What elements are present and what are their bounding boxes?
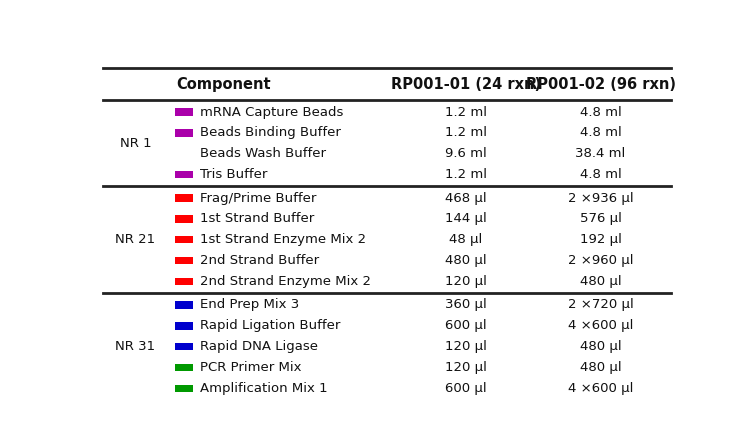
Text: 480 μl: 480 μl: [445, 254, 487, 267]
Text: Beads Wash Buffer: Beads Wash Buffer: [199, 147, 325, 160]
Text: 2nd Strand Enzyme Mix 2: 2nd Strand Enzyme Mix 2: [199, 275, 371, 288]
Text: 4.8 ml: 4.8 ml: [580, 126, 621, 139]
Text: 1st Strand Enzyme Mix 2: 1st Strand Enzyme Mix 2: [199, 233, 366, 246]
Text: NR 31: NR 31: [116, 340, 156, 353]
Text: 600 μl: 600 μl: [445, 319, 487, 332]
Bar: [175, 257, 193, 264]
Text: Tris Buffer: Tris Buffer: [199, 168, 267, 181]
Text: 480 μl: 480 μl: [580, 340, 621, 353]
Text: 2nd Strand Buffer: 2nd Strand Buffer: [199, 254, 319, 267]
Text: 192 μl: 192 μl: [580, 233, 621, 246]
Bar: [175, 322, 193, 330]
Text: PCR Primer Mix: PCR Primer Mix: [199, 361, 301, 374]
Text: Amplification Mix 1: Amplification Mix 1: [199, 382, 328, 395]
Text: Component: Component: [177, 77, 271, 92]
Bar: [175, 129, 193, 136]
Text: 468 μl: 468 μl: [445, 191, 487, 205]
Text: NR 1: NR 1: [119, 137, 151, 150]
Text: 4.8 ml: 4.8 ml: [580, 168, 621, 181]
Text: 1.2 ml: 1.2 ml: [445, 126, 487, 139]
Text: 576 μl: 576 μl: [580, 213, 621, 225]
Text: 1.2 ml: 1.2 ml: [445, 106, 487, 118]
Bar: [175, 108, 193, 116]
Text: 4 ×600 μl: 4 ×600 μl: [568, 319, 633, 332]
Text: 38.4 ml: 38.4 ml: [575, 147, 626, 160]
Text: 360 μl: 360 μl: [445, 298, 487, 312]
Text: Frag/Prime Buffer: Frag/Prime Buffer: [199, 191, 316, 205]
Text: 2 ×960 μl: 2 ×960 μl: [568, 254, 633, 267]
Text: 480 μl: 480 μl: [580, 275, 621, 288]
Bar: [175, 194, 193, 202]
Bar: [175, 236, 193, 243]
Bar: [175, 278, 193, 285]
Bar: [175, 171, 193, 178]
Text: 2 ×720 μl: 2 ×720 μl: [568, 298, 633, 312]
Text: RP001-01 (24 rxn): RP001-01 (24 rxn): [391, 77, 541, 92]
Text: 48 μl: 48 μl: [449, 233, 482, 246]
Text: 480 μl: 480 μl: [580, 361, 621, 374]
Text: RP001-02 (96 rxn): RP001-02 (96 rxn): [525, 77, 676, 92]
Text: Rapid Ligation Buffer: Rapid Ligation Buffer: [199, 319, 340, 332]
Text: 4.8 ml: 4.8 ml: [580, 106, 621, 118]
Text: 1.2 ml: 1.2 ml: [445, 168, 487, 181]
Text: 1st Strand Buffer: 1st Strand Buffer: [199, 213, 314, 225]
Text: Rapid DNA Ligase: Rapid DNA Ligase: [199, 340, 318, 353]
Text: 600 μl: 600 μl: [445, 382, 487, 395]
Text: 9.6 ml: 9.6 ml: [445, 147, 487, 160]
Text: Beads Binding Buffer: Beads Binding Buffer: [199, 126, 341, 139]
Text: 120 μl: 120 μl: [445, 275, 487, 288]
Bar: [175, 301, 193, 309]
Bar: [175, 343, 193, 350]
Text: 120 μl: 120 μl: [445, 361, 487, 374]
Bar: [175, 364, 193, 371]
Bar: [175, 385, 193, 392]
Text: 120 μl: 120 μl: [445, 340, 487, 353]
Text: NR 21: NR 21: [116, 233, 156, 246]
Text: mRNA Capture Beads: mRNA Capture Beads: [199, 106, 343, 118]
Text: 4 ×600 μl: 4 ×600 μl: [568, 382, 633, 395]
Text: 144 μl: 144 μl: [445, 213, 487, 225]
Text: End Prep Mix 3: End Prep Mix 3: [199, 298, 299, 312]
Text: 2 ×936 μl: 2 ×936 μl: [568, 191, 633, 205]
Bar: [175, 215, 193, 223]
